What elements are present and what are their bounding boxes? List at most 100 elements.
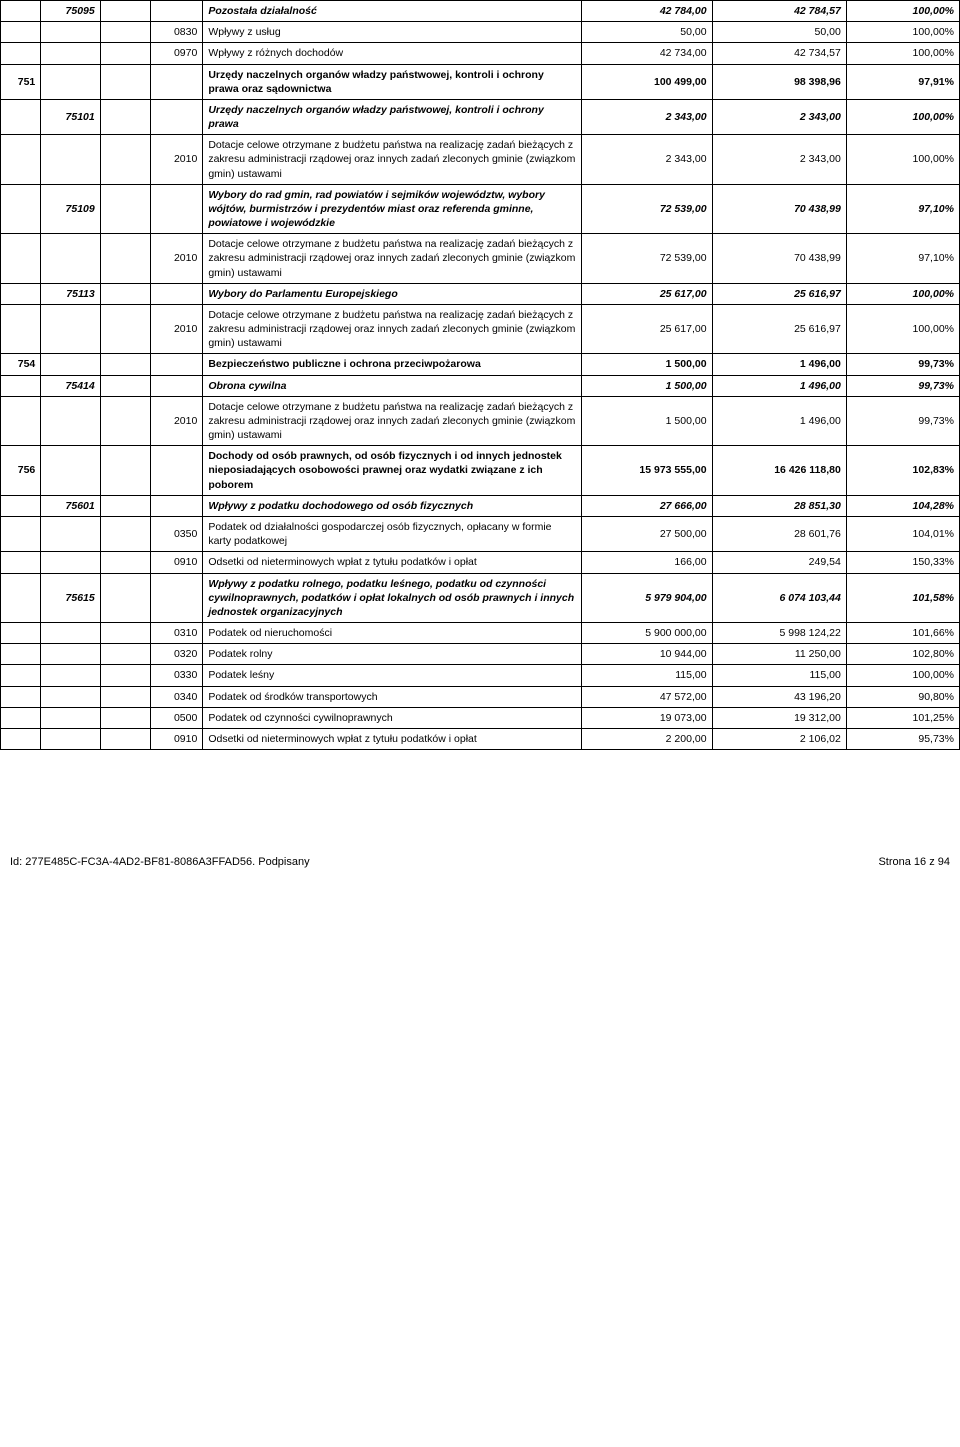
cell bbox=[100, 707, 150, 728]
cell: Dochody od osób prawnych, od osób fizycz… bbox=[203, 446, 582, 496]
cell bbox=[150, 1, 203, 22]
cell: 101,25% bbox=[846, 707, 959, 728]
cell: 5 979 904,00 bbox=[582, 573, 712, 623]
cell: Dotacje celowe otrzymane z budżetu państ… bbox=[203, 396, 582, 446]
cell bbox=[100, 375, 150, 396]
cell: 2 343,00 bbox=[712, 135, 846, 185]
cell bbox=[41, 234, 100, 284]
cell: 75113 bbox=[41, 283, 100, 304]
cell: 100,00% bbox=[846, 1, 959, 22]
table-row: 2010Dotacje celowe otrzymane z budżetu p… bbox=[1, 396, 960, 446]
cell: Podatek od czynności cywilnoprawnych bbox=[203, 707, 582, 728]
cell: 72 539,00 bbox=[582, 184, 712, 234]
cell: 1 496,00 bbox=[712, 354, 846, 375]
cell: 42 734,00 bbox=[582, 43, 712, 64]
cell bbox=[100, 446, 150, 496]
cell: 25 616,97 bbox=[712, 304, 846, 354]
cell bbox=[150, 446, 203, 496]
cell bbox=[41, 135, 100, 185]
cell bbox=[1, 184, 41, 234]
cell: 2 106,02 bbox=[712, 728, 846, 749]
table-row: 0910Odsetki od nieterminowych wpłat z ty… bbox=[1, 552, 960, 573]
cell: 150,33% bbox=[846, 552, 959, 573]
cell bbox=[150, 64, 203, 99]
cell bbox=[1, 728, 41, 749]
cell: 50,00 bbox=[712, 22, 846, 43]
table-row: 2010Dotacje celowe otrzymane z budżetu p… bbox=[1, 234, 960, 284]
cell: 0340 bbox=[150, 686, 203, 707]
table-row: 2010Dotacje celowe otrzymane z budżetu p… bbox=[1, 135, 960, 185]
cell: 2 343,00 bbox=[582, 135, 712, 185]
table-row: 0350Podatek od działalności gospodarczej… bbox=[1, 516, 960, 551]
cell: 0350 bbox=[150, 516, 203, 551]
cell: 249,54 bbox=[712, 552, 846, 573]
cell bbox=[41, 623, 100, 644]
cell: 75101 bbox=[41, 99, 100, 134]
table-row: 0830Wpływy z usług50,0050,00100,00% bbox=[1, 22, 960, 43]
table-row: 0340Podatek od środków transportowych47 … bbox=[1, 686, 960, 707]
cell bbox=[41, 22, 100, 43]
cell: Wpływy z podatku dochodowego od osób fiz… bbox=[203, 495, 582, 516]
cell: 100,00% bbox=[846, 135, 959, 185]
cell: 0970 bbox=[150, 43, 203, 64]
cell bbox=[1, 99, 41, 134]
cell: 166,00 bbox=[582, 552, 712, 573]
cell: 97,91% bbox=[846, 64, 959, 99]
cell: 100,00% bbox=[846, 304, 959, 354]
cell: 50,00 bbox=[582, 22, 712, 43]
cell: Dotacje celowe otrzymane z budżetu państ… bbox=[203, 135, 582, 185]
cell: 115,00 bbox=[582, 665, 712, 686]
cell bbox=[150, 184, 203, 234]
cell: Podatek od działalności gospodarczej osó… bbox=[203, 516, 582, 551]
cell bbox=[150, 354, 203, 375]
cell: 100,00% bbox=[846, 43, 959, 64]
table-row: 75109Wybory do rad gmin, rad powiatów i … bbox=[1, 184, 960, 234]
cell: Obrona cywilna bbox=[203, 375, 582, 396]
cell: 28 601,76 bbox=[712, 516, 846, 551]
cell bbox=[100, 22, 150, 43]
cell: 2010 bbox=[150, 304, 203, 354]
cell: 5 998 124,22 bbox=[712, 623, 846, 644]
cell bbox=[100, 184, 150, 234]
cell: Wybory do Parlamentu Europejskiego bbox=[203, 283, 582, 304]
cell: 0910 bbox=[150, 552, 203, 573]
cell: 11 250,00 bbox=[712, 644, 846, 665]
cell: 27 500,00 bbox=[582, 516, 712, 551]
cell: Wpływy z różnych dochodów bbox=[203, 43, 582, 64]
cell: 6 074 103,44 bbox=[712, 573, 846, 623]
table-row: 0910Odsetki od nieterminowych wpłat z ty… bbox=[1, 728, 960, 749]
cell bbox=[1, 623, 41, 644]
cell: Wybory do rad gmin, rad powiatów i sejmi… bbox=[203, 184, 582, 234]
cell: 10 944,00 bbox=[582, 644, 712, 665]
cell: 0910 bbox=[150, 728, 203, 749]
cell: 75601 bbox=[41, 495, 100, 516]
cell: Podatek od nieruchomości bbox=[203, 623, 582, 644]
cell: 98 398,96 bbox=[712, 64, 846, 99]
cell bbox=[1, 135, 41, 185]
cell bbox=[1, 22, 41, 43]
table-row: 75101 Urzędy naczelnych organów władzy pa… bbox=[1, 99, 960, 134]
cell bbox=[150, 573, 203, 623]
cell bbox=[150, 283, 203, 304]
cell: 2 343,00 bbox=[582, 99, 712, 134]
cell: 101,66% bbox=[846, 623, 959, 644]
cell: Pozostała działalność bbox=[203, 1, 582, 22]
cell: 756 bbox=[1, 446, 41, 496]
cell bbox=[41, 64, 100, 99]
cell: 751 bbox=[1, 64, 41, 99]
cell bbox=[100, 728, 150, 749]
cell: Urzędy naczelnych organów władzy państwo… bbox=[203, 99, 582, 134]
cell: Podatek rolny bbox=[203, 644, 582, 665]
cell: 15 973 555,00 bbox=[582, 446, 712, 496]
cell: 100 499,00 bbox=[582, 64, 712, 99]
cell: 97,10% bbox=[846, 184, 959, 234]
cell: 2 343,00 bbox=[712, 99, 846, 134]
cell bbox=[100, 135, 150, 185]
cell: Odsetki od nieterminowych wpłat z tytułu… bbox=[203, 552, 582, 573]
cell: 100,00% bbox=[846, 99, 959, 134]
cell: 2010 bbox=[150, 396, 203, 446]
cell: Wpływy z usług bbox=[203, 22, 582, 43]
cell bbox=[100, 64, 150, 99]
cell bbox=[100, 623, 150, 644]
cell bbox=[1, 1, 41, 22]
